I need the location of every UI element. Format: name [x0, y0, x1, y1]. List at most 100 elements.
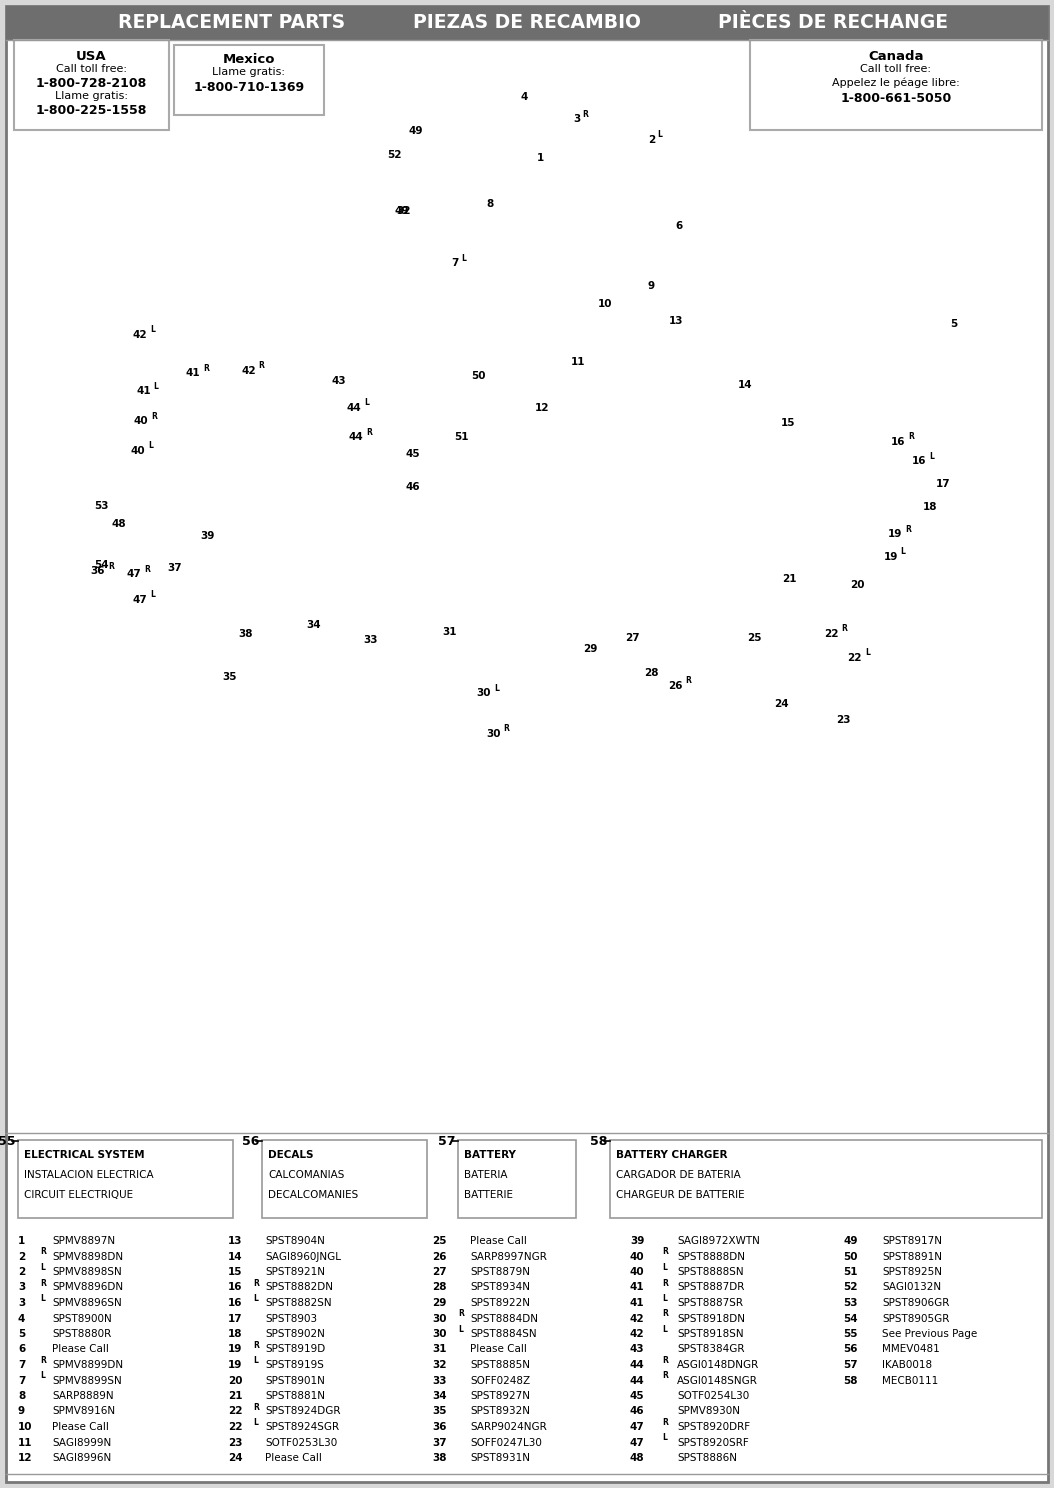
Text: 19: 19 [228, 1345, 242, 1354]
Text: 36: 36 [432, 1423, 447, 1431]
Text: R: R [841, 625, 847, 634]
Text: L: L [461, 254, 466, 263]
Text: R: R [253, 1403, 259, 1412]
Text: 39: 39 [200, 531, 215, 540]
Text: L: L [662, 1295, 667, 1303]
Text: L: L [662, 1433, 667, 1442]
Text: SPST8924SGR: SPST8924SGR [265, 1423, 339, 1431]
Text: 40: 40 [630, 1266, 645, 1277]
Text: Canada: Canada [868, 51, 923, 62]
Text: 14: 14 [738, 381, 753, 390]
Text: 41: 41 [186, 369, 200, 378]
Text: SPST8884SN: SPST8884SN [470, 1329, 536, 1339]
Text: 8: 8 [18, 1391, 25, 1402]
Text: R: R [202, 365, 209, 373]
Bar [6, 6, 1048, 40]
Text: SPST8885N: SPST8885N [470, 1360, 530, 1370]
Text: R: R [258, 362, 265, 371]
Text: 57: 57 [843, 1360, 858, 1370]
Text: 3: 3 [18, 1283, 25, 1293]
Text: 17: 17 [228, 1314, 242, 1323]
Text: 48: 48 [112, 519, 126, 528]
Text: R: R [685, 677, 691, 686]
Text: 56: 56 [843, 1345, 858, 1354]
Text: 44: 44 [630, 1375, 645, 1385]
Text: 30: 30 [476, 689, 491, 698]
Text: Call toll free:: Call toll free: [56, 64, 126, 74]
Text: 30: 30 [432, 1329, 447, 1339]
Text: SARP9024NGR: SARP9024NGR [470, 1423, 547, 1431]
Text: 53: 53 [94, 501, 109, 510]
Text: 43: 43 [331, 376, 346, 385]
Text: CARGADOR DE BATERIA: CARGADOR DE BATERIA [616, 1170, 741, 1180]
Text: 58: 58 [843, 1375, 858, 1385]
Text: 34: 34 [307, 620, 321, 629]
Text: 10: 10 [18, 1423, 33, 1431]
Text: BATERIA: BATERIA [464, 1170, 507, 1180]
Text: 1-800-728-2108: 1-800-728-2108 [36, 77, 148, 89]
Text: 51: 51 [843, 1266, 858, 1277]
Text: 40: 40 [131, 446, 145, 455]
Text: SPST8900N: SPST8900N [52, 1314, 112, 1323]
Text: SPST8887SR: SPST8887SR [677, 1298, 743, 1308]
Text: 12: 12 [18, 1452, 33, 1463]
Text: 23: 23 [228, 1437, 242, 1448]
Text: 2: 2 [18, 1251, 25, 1262]
Text: CHARGEUR DE BATTERIE: CHARGEUR DE BATTERIE [616, 1190, 744, 1199]
Text: Call toll free:: Call toll free: [860, 64, 932, 74]
Text: 1-800-225-1558: 1-800-225-1558 [36, 104, 148, 118]
Text: MMEV0481: MMEV0481 [882, 1345, 940, 1354]
Text: 9: 9 [648, 281, 655, 290]
Text: 39: 39 [630, 1237, 644, 1245]
Text: 5: 5 [18, 1329, 25, 1339]
Text: SPST8884DN: SPST8884DN [470, 1314, 538, 1323]
Text: 33: 33 [432, 1375, 447, 1385]
Text: R: R [662, 1418, 668, 1427]
Text: 5: 5 [951, 320, 957, 329]
Text: 33: 33 [364, 635, 378, 644]
Bar [174, 45, 324, 115]
Text: 4: 4 [521, 92, 527, 101]
Text: R: R [143, 565, 150, 574]
Text: PIÈCES DE RECHANGE: PIÈCES DE RECHANGE [718, 13, 948, 33]
Text: SPMV8896DN: SPMV8896DN [52, 1283, 123, 1293]
Text: R: R [40, 1278, 46, 1287]
Text: BATTERY: BATTERY [464, 1150, 515, 1161]
Text: SPST8901N: SPST8901N [265, 1375, 325, 1385]
Text: L: L [864, 649, 870, 658]
Text: SPST8932N: SPST8932N [470, 1406, 530, 1417]
Text: SAGI8996N: SAGI8996N [52, 1452, 112, 1463]
Text: 17: 17 [936, 479, 951, 488]
Text: 51: 51 [454, 433, 469, 442]
Text: SPST8924DGR: SPST8924DGR [265, 1406, 340, 1417]
Text: SPST8919D: SPST8919D [265, 1345, 326, 1354]
Text: 22: 22 [228, 1423, 242, 1431]
Text: 54: 54 [843, 1314, 858, 1323]
Text: ASGI0148SNGR: ASGI0148SNGR [677, 1375, 758, 1385]
Text: R: R [904, 525, 911, 534]
Text: 7: 7 [18, 1375, 25, 1385]
Text: SPST8881N: SPST8881N [265, 1391, 325, 1402]
Text: SPST8888SN: SPST8888SN [677, 1266, 744, 1277]
Text: 13: 13 [668, 317, 683, 326]
Text: 55: 55 [843, 1329, 858, 1339]
Text: L: L [150, 591, 155, 600]
Text: SOTF0254L30: SOTF0254L30 [677, 1391, 749, 1402]
Text: CALCOMANIAS: CALCOMANIAS [268, 1170, 345, 1180]
Text: SAGI8999N: SAGI8999N [52, 1437, 112, 1448]
Bar [262, 1140, 427, 1219]
Text: 16: 16 [228, 1283, 242, 1293]
Text: SPMV8898DN: SPMV8898DN [52, 1251, 123, 1262]
Text: L: L [40, 1295, 45, 1303]
Text: SPST8903: SPST8903 [265, 1314, 317, 1323]
Text: SOFF0248Z: SOFF0248Z [470, 1375, 530, 1385]
Text: 31: 31 [432, 1345, 447, 1354]
Text: SPST8887DR: SPST8887DR [677, 1283, 744, 1293]
Text: 3: 3 [573, 115, 580, 124]
Text: 21: 21 [782, 574, 797, 583]
Text: L: L [657, 131, 662, 140]
Text: 46: 46 [406, 482, 421, 491]
Text: 2: 2 [18, 1266, 25, 1277]
Text: 24: 24 [228, 1452, 242, 1463]
Text: SPST8880R: SPST8880R [52, 1329, 112, 1339]
